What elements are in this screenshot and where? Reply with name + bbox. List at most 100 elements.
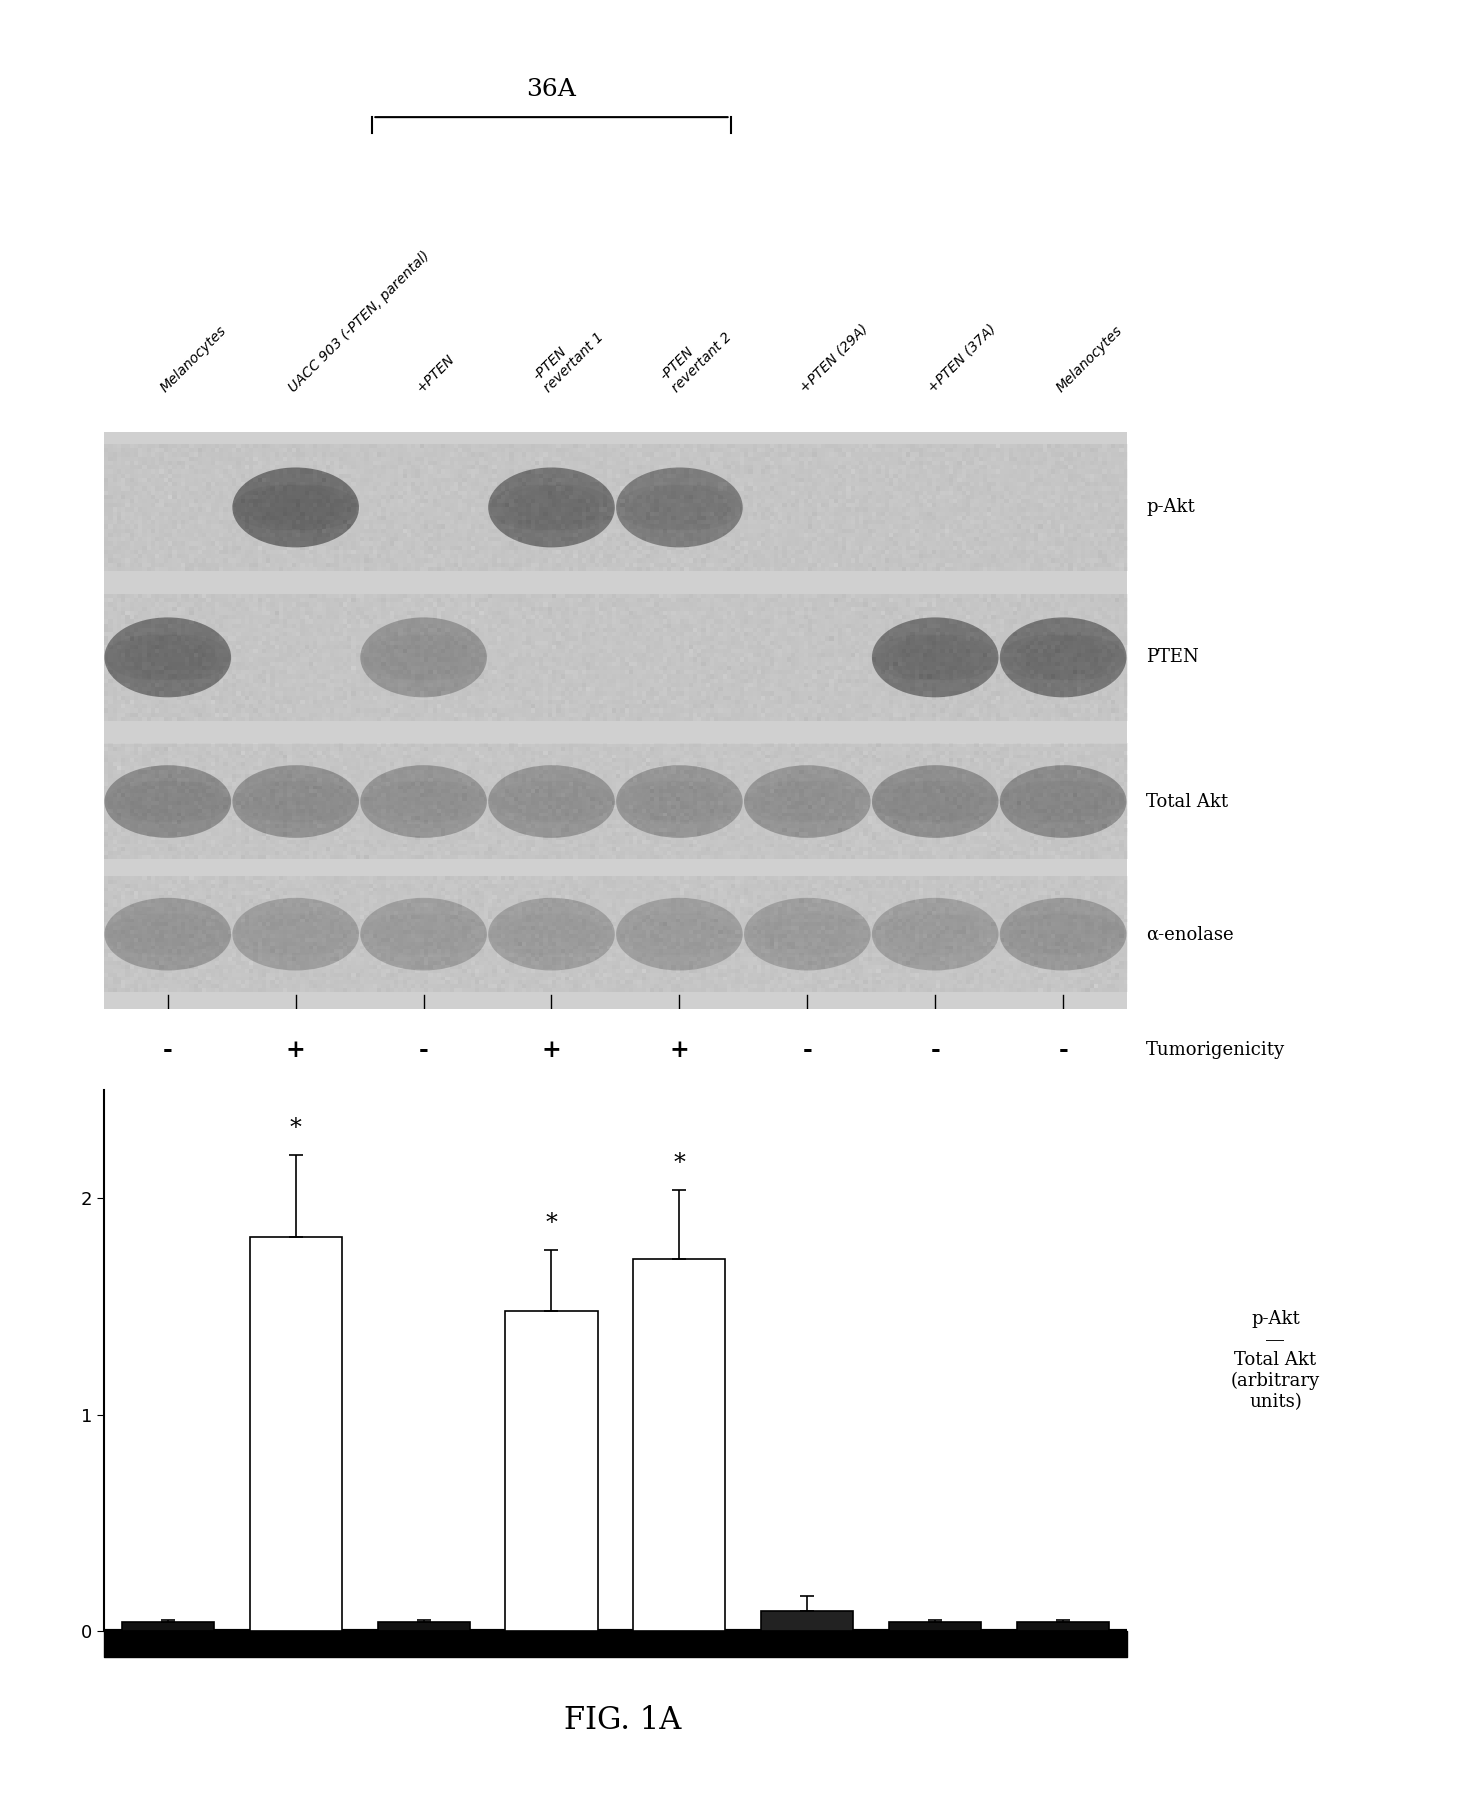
- Ellipse shape: [132, 780, 230, 822]
- Ellipse shape: [515, 485, 614, 530]
- Ellipse shape: [515, 914, 614, 955]
- Ellipse shape: [630, 485, 728, 530]
- Bar: [761, 1611, 853, 1631]
- Bar: [1017, 1622, 1109, 1631]
- Ellipse shape: [503, 485, 601, 530]
- Text: FIG. 1A: FIG. 1A: [564, 1705, 682, 1737]
- Ellipse shape: [488, 766, 615, 838]
- Ellipse shape: [374, 914, 473, 955]
- Ellipse shape: [132, 914, 230, 955]
- Text: Tumorigenicity: Tumorigenicity: [1146, 1042, 1286, 1058]
- Ellipse shape: [899, 914, 997, 955]
- Text: p-Akt: p-Akt: [1146, 499, 1195, 517]
- Ellipse shape: [387, 780, 485, 822]
- Text: +PTEN: +PTEN: [414, 351, 457, 395]
- Ellipse shape: [746, 914, 844, 955]
- Text: -: -: [418, 1038, 429, 1061]
- Ellipse shape: [615, 467, 743, 548]
- Ellipse shape: [119, 914, 217, 955]
- Ellipse shape: [1014, 780, 1112, 822]
- Bar: [104, 443, 1127, 571]
- Ellipse shape: [260, 914, 357, 955]
- Ellipse shape: [744, 897, 871, 971]
- Ellipse shape: [104, 766, 231, 838]
- Ellipse shape: [119, 634, 217, 679]
- Bar: [249, 1238, 341, 1631]
- Ellipse shape: [503, 780, 601, 822]
- Ellipse shape: [246, 914, 346, 955]
- Text: -: -: [163, 1038, 172, 1061]
- Ellipse shape: [362, 914, 460, 955]
- Ellipse shape: [260, 780, 357, 822]
- Ellipse shape: [899, 634, 997, 679]
- Text: Melanocytes: Melanocytes: [1053, 323, 1124, 395]
- Ellipse shape: [1014, 634, 1112, 679]
- Ellipse shape: [1026, 634, 1126, 679]
- Ellipse shape: [872, 766, 998, 838]
- Text: -: -: [930, 1038, 940, 1061]
- Ellipse shape: [1000, 897, 1127, 971]
- Ellipse shape: [488, 467, 615, 548]
- Ellipse shape: [615, 766, 743, 838]
- Ellipse shape: [234, 914, 332, 955]
- Ellipse shape: [503, 914, 601, 955]
- Ellipse shape: [489, 914, 587, 955]
- Ellipse shape: [362, 634, 460, 679]
- Ellipse shape: [360, 766, 486, 838]
- Text: UACC 903 (-PTEN, parental): UACC 903 (-PTEN, parental): [286, 249, 432, 395]
- Ellipse shape: [617, 914, 716, 955]
- Ellipse shape: [387, 914, 485, 955]
- Bar: [104, 744, 1127, 860]
- Ellipse shape: [105, 780, 205, 822]
- Ellipse shape: [885, 914, 985, 955]
- Ellipse shape: [630, 780, 728, 822]
- Ellipse shape: [105, 634, 205, 679]
- Ellipse shape: [105, 914, 205, 955]
- Bar: [122, 1622, 214, 1631]
- Ellipse shape: [644, 485, 742, 530]
- Ellipse shape: [873, 914, 971, 955]
- Ellipse shape: [1000, 618, 1127, 697]
- Text: +: +: [541, 1038, 562, 1061]
- Bar: [104, 595, 1127, 721]
- Ellipse shape: [360, 897, 486, 971]
- Bar: [506, 1310, 598, 1631]
- Text: +: +: [669, 1038, 690, 1061]
- Ellipse shape: [246, 485, 346, 530]
- Ellipse shape: [758, 914, 857, 955]
- Ellipse shape: [1001, 634, 1099, 679]
- Ellipse shape: [104, 618, 231, 697]
- Ellipse shape: [374, 634, 473, 679]
- Ellipse shape: [374, 780, 473, 822]
- Ellipse shape: [234, 780, 332, 822]
- Ellipse shape: [630, 914, 728, 955]
- Ellipse shape: [515, 780, 614, 822]
- Ellipse shape: [233, 766, 359, 838]
- Text: *: *: [289, 1117, 301, 1141]
- Ellipse shape: [771, 914, 869, 955]
- Text: PTEN: PTEN: [1146, 649, 1200, 667]
- Ellipse shape: [885, 780, 985, 822]
- Ellipse shape: [104, 897, 231, 971]
- Ellipse shape: [873, 780, 971, 822]
- Text: -: -: [1059, 1038, 1068, 1061]
- Ellipse shape: [1026, 914, 1126, 955]
- Ellipse shape: [233, 897, 359, 971]
- Ellipse shape: [872, 897, 998, 971]
- Ellipse shape: [617, 780, 716, 822]
- Ellipse shape: [1001, 914, 1099, 955]
- Text: *: *: [673, 1151, 685, 1175]
- Text: α-enolase: α-enolase: [1146, 924, 1234, 942]
- Ellipse shape: [1014, 914, 1112, 955]
- Bar: [104, 876, 1127, 991]
- Ellipse shape: [899, 780, 997, 822]
- Ellipse shape: [744, 766, 871, 838]
- Ellipse shape: [1000, 766, 1127, 838]
- Ellipse shape: [233, 467, 359, 548]
- Text: -PTEN
revertant 1: -PTEN revertant 1: [529, 317, 607, 395]
- Ellipse shape: [1026, 780, 1126, 822]
- Ellipse shape: [488, 897, 615, 971]
- Ellipse shape: [360, 618, 486, 697]
- Ellipse shape: [1001, 780, 1099, 822]
- Ellipse shape: [489, 485, 587, 530]
